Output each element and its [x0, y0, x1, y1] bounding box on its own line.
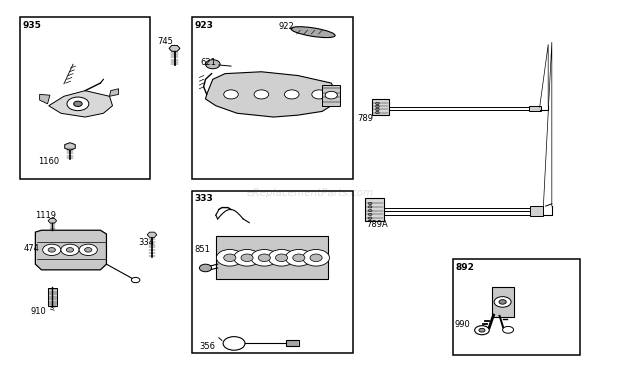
Circle shape: [275, 254, 288, 261]
Circle shape: [61, 244, 79, 256]
Text: 789: 789: [357, 114, 373, 124]
Circle shape: [368, 213, 372, 216]
Circle shape: [234, 249, 260, 266]
Text: 356: 356: [200, 342, 215, 351]
Circle shape: [310, 254, 322, 261]
Circle shape: [259, 254, 270, 261]
Bar: [322, 85, 340, 106]
Circle shape: [254, 90, 268, 99]
Text: 789A: 789A: [366, 220, 388, 229]
Circle shape: [285, 90, 299, 99]
Text: 923: 923: [195, 21, 213, 30]
Text: eReplacementParts.com: eReplacementParts.com: [246, 187, 374, 198]
Circle shape: [325, 91, 337, 99]
Circle shape: [84, 248, 92, 252]
Circle shape: [66, 248, 74, 252]
Circle shape: [74, 101, 82, 107]
Circle shape: [475, 326, 489, 335]
Polygon shape: [169, 45, 180, 51]
Bar: [192, 191, 353, 353]
Polygon shape: [64, 143, 75, 150]
Circle shape: [494, 296, 511, 307]
Polygon shape: [48, 219, 56, 223]
Circle shape: [368, 202, 372, 204]
Circle shape: [79, 244, 97, 256]
Circle shape: [224, 254, 236, 261]
Polygon shape: [110, 89, 118, 96]
Text: 334: 334: [139, 238, 154, 247]
Text: 922: 922: [278, 22, 294, 31]
Bar: [216, 236, 328, 279]
Circle shape: [67, 97, 89, 110]
Text: 621: 621: [201, 58, 216, 67]
Text: 745: 745: [157, 37, 174, 46]
Circle shape: [368, 206, 372, 208]
Circle shape: [200, 264, 211, 272]
Circle shape: [499, 300, 507, 304]
Bar: [530, 206, 543, 216]
Text: 990: 990: [454, 320, 471, 329]
Polygon shape: [40, 94, 50, 104]
Circle shape: [312, 90, 326, 99]
Text: 851: 851: [195, 245, 210, 254]
Bar: [372, 99, 389, 115]
Circle shape: [131, 277, 140, 283]
Bar: [492, 287, 513, 317]
Circle shape: [376, 105, 379, 108]
Text: 935: 935: [22, 21, 42, 30]
Circle shape: [241, 254, 253, 261]
Circle shape: [368, 217, 372, 219]
Polygon shape: [205, 72, 337, 117]
Ellipse shape: [291, 27, 335, 38]
Polygon shape: [147, 232, 157, 238]
Circle shape: [285, 249, 312, 266]
Circle shape: [376, 111, 379, 114]
Text: 474: 474: [23, 244, 39, 253]
Circle shape: [268, 249, 295, 266]
Bar: [192, 17, 353, 179]
Bar: [453, 259, 580, 355]
Bar: [529, 106, 541, 111]
Circle shape: [503, 326, 513, 333]
Polygon shape: [35, 230, 107, 270]
Circle shape: [293, 254, 305, 261]
Text: 333: 333: [195, 194, 213, 203]
Circle shape: [368, 209, 372, 212]
Circle shape: [479, 328, 485, 332]
Circle shape: [303, 249, 329, 266]
Circle shape: [205, 60, 220, 69]
Text: 892: 892: [456, 263, 475, 272]
Circle shape: [43, 244, 61, 256]
Circle shape: [376, 102, 379, 105]
Bar: [48, 288, 57, 306]
Text: 1119: 1119: [35, 211, 56, 219]
Circle shape: [224, 90, 238, 99]
Bar: [20, 17, 150, 179]
Circle shape: [216, 249, 243, 266]
Circle shape: [48, 248, 55, 252]
Bar: [286, 340, 299, 346]
Circle shape: [376, 108, 379, 110]
Polygon shape: [49, 90, 112, 117]
Bar: [365, 198, 384, 221]
Text: 1160: 1160: [38, 157, 59, 166]
Circle shape: [251, 249, 278, 266]
Text: 910: 910: [30, 307, 46, 316]
